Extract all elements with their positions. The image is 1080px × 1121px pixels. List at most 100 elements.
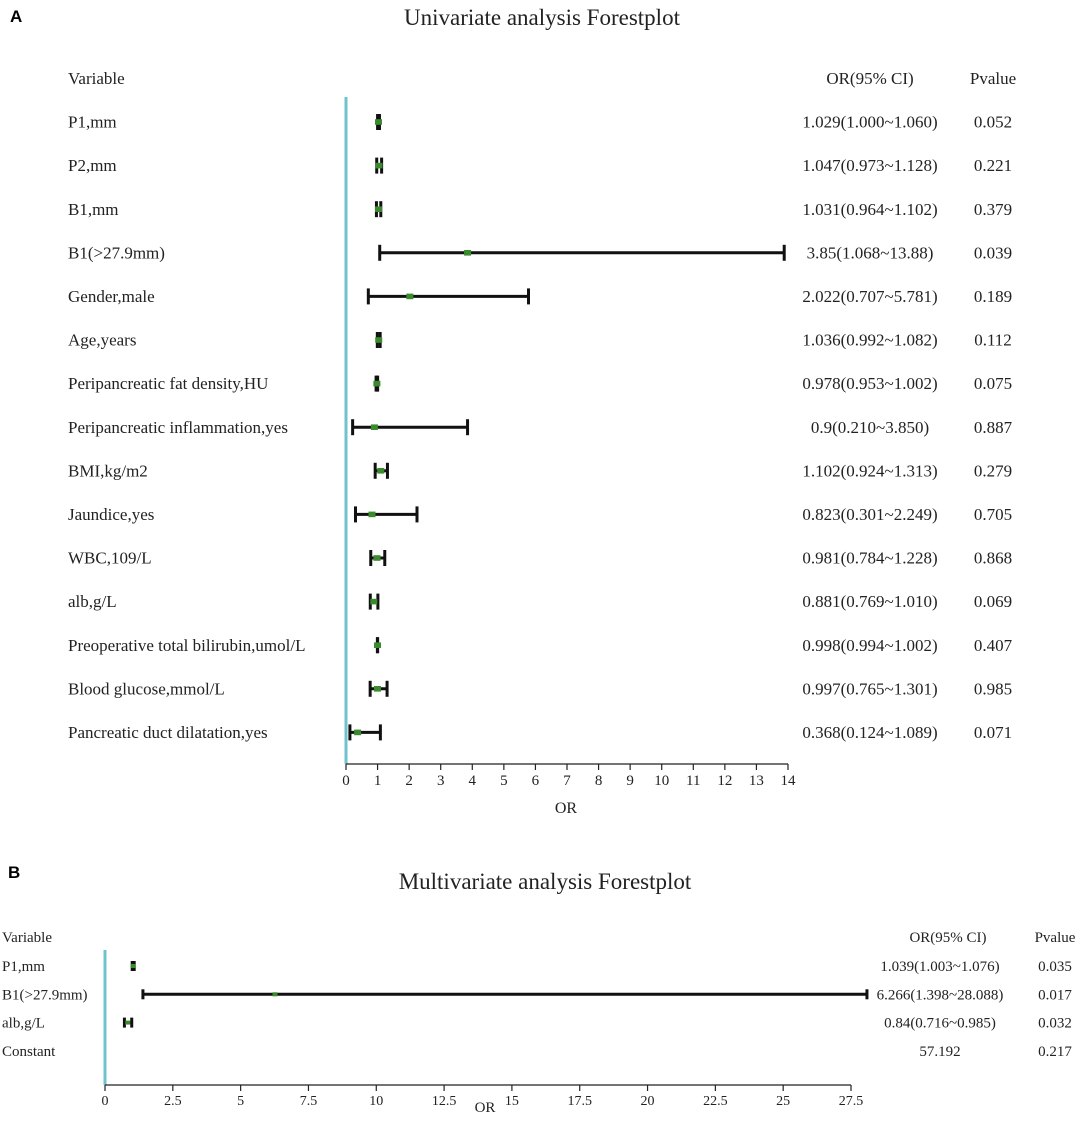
forest-row: WBC,109/L 0.981(0.784~1.228) 0.868 [68, 549, 1012, 568]
row-or-ci-label: 1.031(0.964~1.102) [802, 200, 937, 219]
x-tick-label: 3 [437, 773, 445, 789]
row-variable-label: BMI,kg/m2 [68, 461, 148, 480]
x-tick-label: 12.5 [432, 1094, 457, 1109]
panel-a-label: A [10, 7, 22, 26]
panel-a-header-variable: Variable [68, 69, 125, 88]
row-pvalue-label: 0.075 [974, 374, 1012, 393]
forest-row: Jaundice,yes 0.823(0.301~2.249) 0.705 [68, 505, 1012, 524]
or-point [377, 468, 385, 474]
panel-a-x-ticks: 0 1 2 3 4 5 6 7 8 9 10 11 12 13 14 [342, 764, 796, 789]
forest-row: Pancreatic duct dilatation,yes 0.368(0.12… [68, 723, 1012, 742]
row-variable-label: Peripancreatic fat density,HU [68, 374, 268, 393]
panel-b-header-variable: Variable [2, 930, 52, 946]
row-pvalue-label: 0.407 [974, 636, 1013, 655]
row-variable-label: P1,mm [2, 959, 45, 975]
row-or-ci-label: 0.84(0.716~0.985) [884, 1016, 996, 1032]
row-or-ci-label: 0.368(0.124~1.089) [802, 723, 937, 742]
forest-row: B1,mm 1.031(0.964~1.102) 0.379 [68, 200, 1012, 219]
row-or-ci-label: 0.981(0.784~1.228) [802, 549, 937, 568]
x-tick-label: 9 [626, 773, 634, 789]
or-point [373, 380, 381, 387]
row-variable-label: P1,mm [68, 113, 117, 132]
row-variable-label: alb,g/L [2, 1016, 45, 1032]
or-point [375, 337, 383, 343]
or-point [464, 250, 472, 256]
panel-b-x-ticks: 0 2.5 5 7.5 10 12.5 15 17.5 20 22.5 25 27.5 [102, 1085, 864, 1109]
x-tick-label: 27.5 [839, 1094, 864, 1109]
panel-a-header-pvalue: Pvalue [970, 69, 1016, 88]
forest-row: B1(>27.9mm) 6.266(1.398~28.088) 0.017 [2, 987, 1072, 1003]
x-tick-label: 17.5 [567, 1094, 592, 1109]
panel-b-header-or-ci: OR(95% CI) [909, 930, 986, 946]
row-or-ci-label: 1.029(1.000~1.060) [802, 113, 937, 132]
row-or-ci-label: 1.102(0.924~1.313) [802, 461, 937, 480]
panel-b: B Multivariate analysis Forestplot Varia… [2, 863, 1076, 1116]
row-pvalue-label: 0.221 [974, 156, 1012, 175]
x-tick-label: 15 [505, 1094, 519, 1109]
row-variable-label: B1(>27.9mm) [2, 987, 88, 1003]
or-point [374, 119, 382, 125]
row-or-ci-label: 0.9(0.210~3.850) [811, 418, 929, 437]
row-pvalue-label: 0.189 [974, 287, 1012, 306]
row-pvalue-label: 0.379 [974, 200, 1012, 219]
forest-row: BMI,kg/m2 1.102(0.924~1.313) 0.279 [68, 461, 1012, 480]
forest-row: Gender,male 2.022(0.707~5.781) 0.189 [68, 287, 1012, 306]
row-variable-label: alb,g/L [68, 592, 117, 611]
row-pvalue-label: 0.017 [1038, 987, 1072, 1003]
x-tick-label: 22.5 [703, 1094, 728, 1109]
forest-row: alb,g/L 0.881(0.769~1.010) 0.069 [68, 592, 1012, 611]
forest-row: Peripancreatic fat density,HU 0.978(0.953… [68, 374, 1012, 393]
panel-b-title: Multivariate analysis Forestplot [399, 869, 692, 894]
row-or-ci-label: 0.881(0.769~1.010) [802, 592, 937, 611]
panel-a-x-label: OR [555, 800, 578, 817]
row-or-ci-label: 0.823(0.301~2.249) [802, 505, 937, 524]
row-or-ci-label: 0.998(0.994~1.002) [802, 636, 937, 655]
row-variable-label: Jaundice,yes [68, 505, 154, 524]
or-point [374, 642, 382, 648]
or-point [370, 424, 378, 430]
x-tick-label: 5 [500, 773, 508, 789]
row-variable-label: Preoperative total bilirubin,umol/L [68, 636, 305, 655]
x-tick-label: 7.5 [300, 1094, 318, 1109]
or-point [373, 686, 381, 692]
panel-b-rows: P1,mm 1.039(1.003~1.076) 0.035 B1(>27.9mm) 6… [2, 959, 1072, 1060]
row-pvalue-label: 0.705 [974, 505, 1012, 524]
or-point [375, 162, 383, 169]
or-point [375, 206, 383, 212]
row-variable-label: Blood glucose,mmol/L [68, 679, 225, 698]
x-tick-label: 5 [237, 1094, 244, 1109]
row-or-ci-label: 1.036(0.992~1.082) [802, 331, 937, 350]
panel-b-label: B [8, 863, 20, 882]
row-pvalue-label: 0.032 [1038, 1016, 1072, 1032]
x-tick-label: 25 [776, 1094, 790, 1109]
panel-a: A Univariate analysis Forestplot Variabl… [10, 5, 1016, 817]
panel-a-header-or-ci: OR(95% CI) [826, 69, 913, 88]
forest-row: Peripancreatic inflammation,yes 0.9(0.210… [68, 418, 1013, 437]
or-point [373, 555, 381, 561]
x-tick-label: 1 [374, 773, 382, 789]
row-pvalue-label: 0.868 [974, 549, 1012, 568]
x-tick-label: 20 [641, 1094, 655, 1109]
row-or-ci-label: 1.039(1.003~1.076) [880, 959, 999, 975]
panel-a-title: Univariate analysis Forestplot [404, 5, 681, 30]
or-point [125, 1020, 131, 1025]
row-pvalue-label: 0.035 [1038, 959, 1072, 975]
or-point [368, 511, 376, 518]
x-tick-label: 7 [563, 773, 571, 789]
x-tick-label: 2 [405, 773, 413, 789]
row-pvalue-label: 0.985 [974, 679, 1012, 698]
forest-row: P2,mm 1.047(0.973~1.128) 0.221 [68, 156, 1012, 175]
row-or-ci-label: 0.997(0.765~1.301) [802, 679, 937, 698]
row-or-ci-label: 3.85(1.068~13.88) [807, 243, 934, 262]
row-or-ci-label: 0.978(0.953~1.002) [802, 374, 937, 393]
x-tick-label: 13 [749, 773, 764, 789]
panel-b-x-label: OR [475, 1100, 496, 1116]
x-tick-label: 10 [369, 1094, 383, 1109]
forest-row: Blood glucose,mmol/L 0.997(0.765~1.301) 0.… [68, 679, 1012, 698]
or-point [370, 598, 378, 605]
row-variable-label: B1,mm [68, 200, 119, 219]
forest-row: B1(>27.9mm) 3.85(1.068~13.88) 0.039 [68, 243, 1012, 262]
x-tick-label: 10 [654, 773, 669, 789]
row-variable-label: P2,mm [68, 156, 117, 175]
forest-row: Preoperative total bilirubin,umol/L 0.998… [68, 636, 1013, 655]
